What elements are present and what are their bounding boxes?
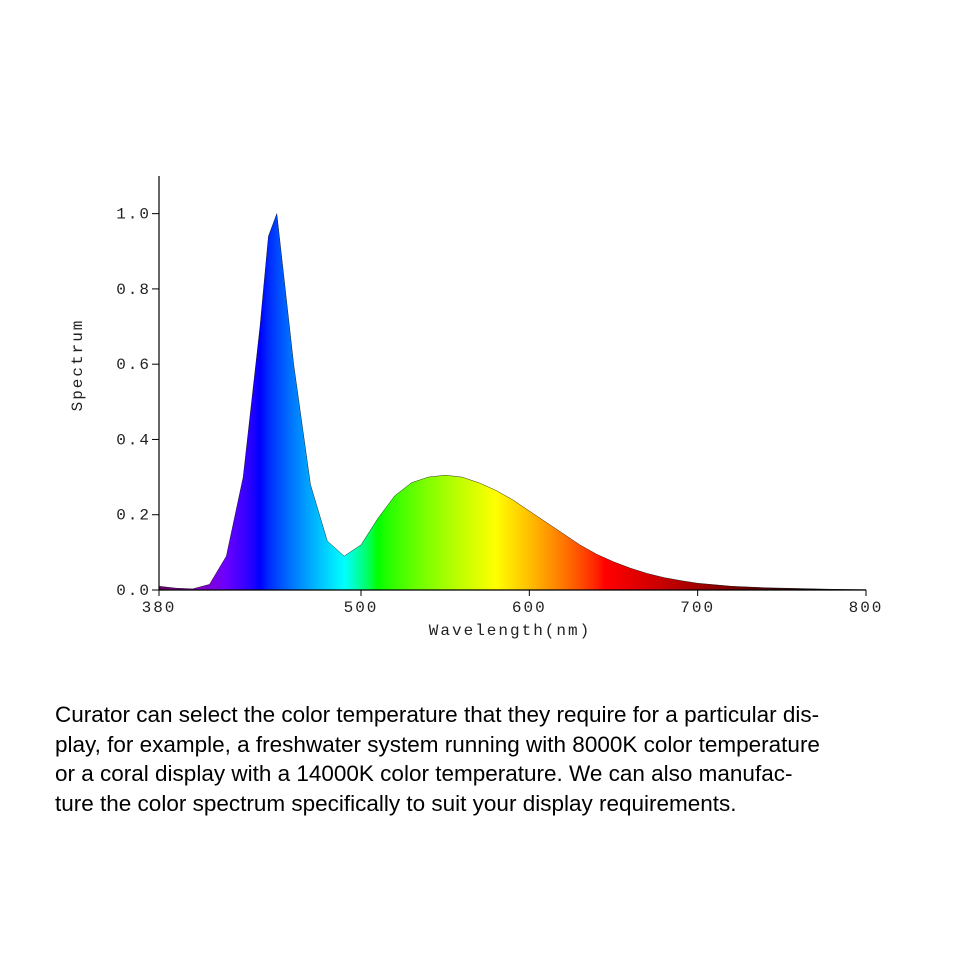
y-tick-label: 0.2 <box>116 507 151 525</box>
x-tick-label: 380 <box>142 599 177 617</box>
x-tick-label: 800 <box>849 599 884 617</box>
paragraph-line: ture the color spectrum specifically to … <box>55 790 737 816</box>
y-axis-label: Spectrum <box>69 319 87 412</box>
x-tick-label: 600 <box>512 599 547 617</box>
y-tick-label: 0.8 <box>116 281 151 299</box>
y-tick-label: 0.0 <box>116 582 151 600</box>
spectrum-area <box>158 213 867 591</box>
y-tick-label: 0.4 <box>116 431 151 449</box>
x-tick-label: 500 <box>344 599 379 617</box>
y-tick-label: 0.6 <box>116 356 151 374</box>
y-tick-label: 1.0 <box>116 206 151 224</box>
x-axis-label: Wavelength(nm) <box>429 622 591 640</box>
chart: Wavelength(nm) Spectrum 0.0 0.2 0.4 0.6 0.8 1… <box>69 176 884 640</box>
description: Curator can select the color temperature… <box>55 700 820 818</box>
paragraph-line: or a coral display with a 14000K color t… <box>55 761 793 786</box>
paragraph-line: play, for example, a freshwater system r… <box>55 731 820 757</box>
paragraph-line: Curator can select the color temperature… <box>55 702 820 727</box>
x-tick-label: 700 <box>680 599 715 617</box>
